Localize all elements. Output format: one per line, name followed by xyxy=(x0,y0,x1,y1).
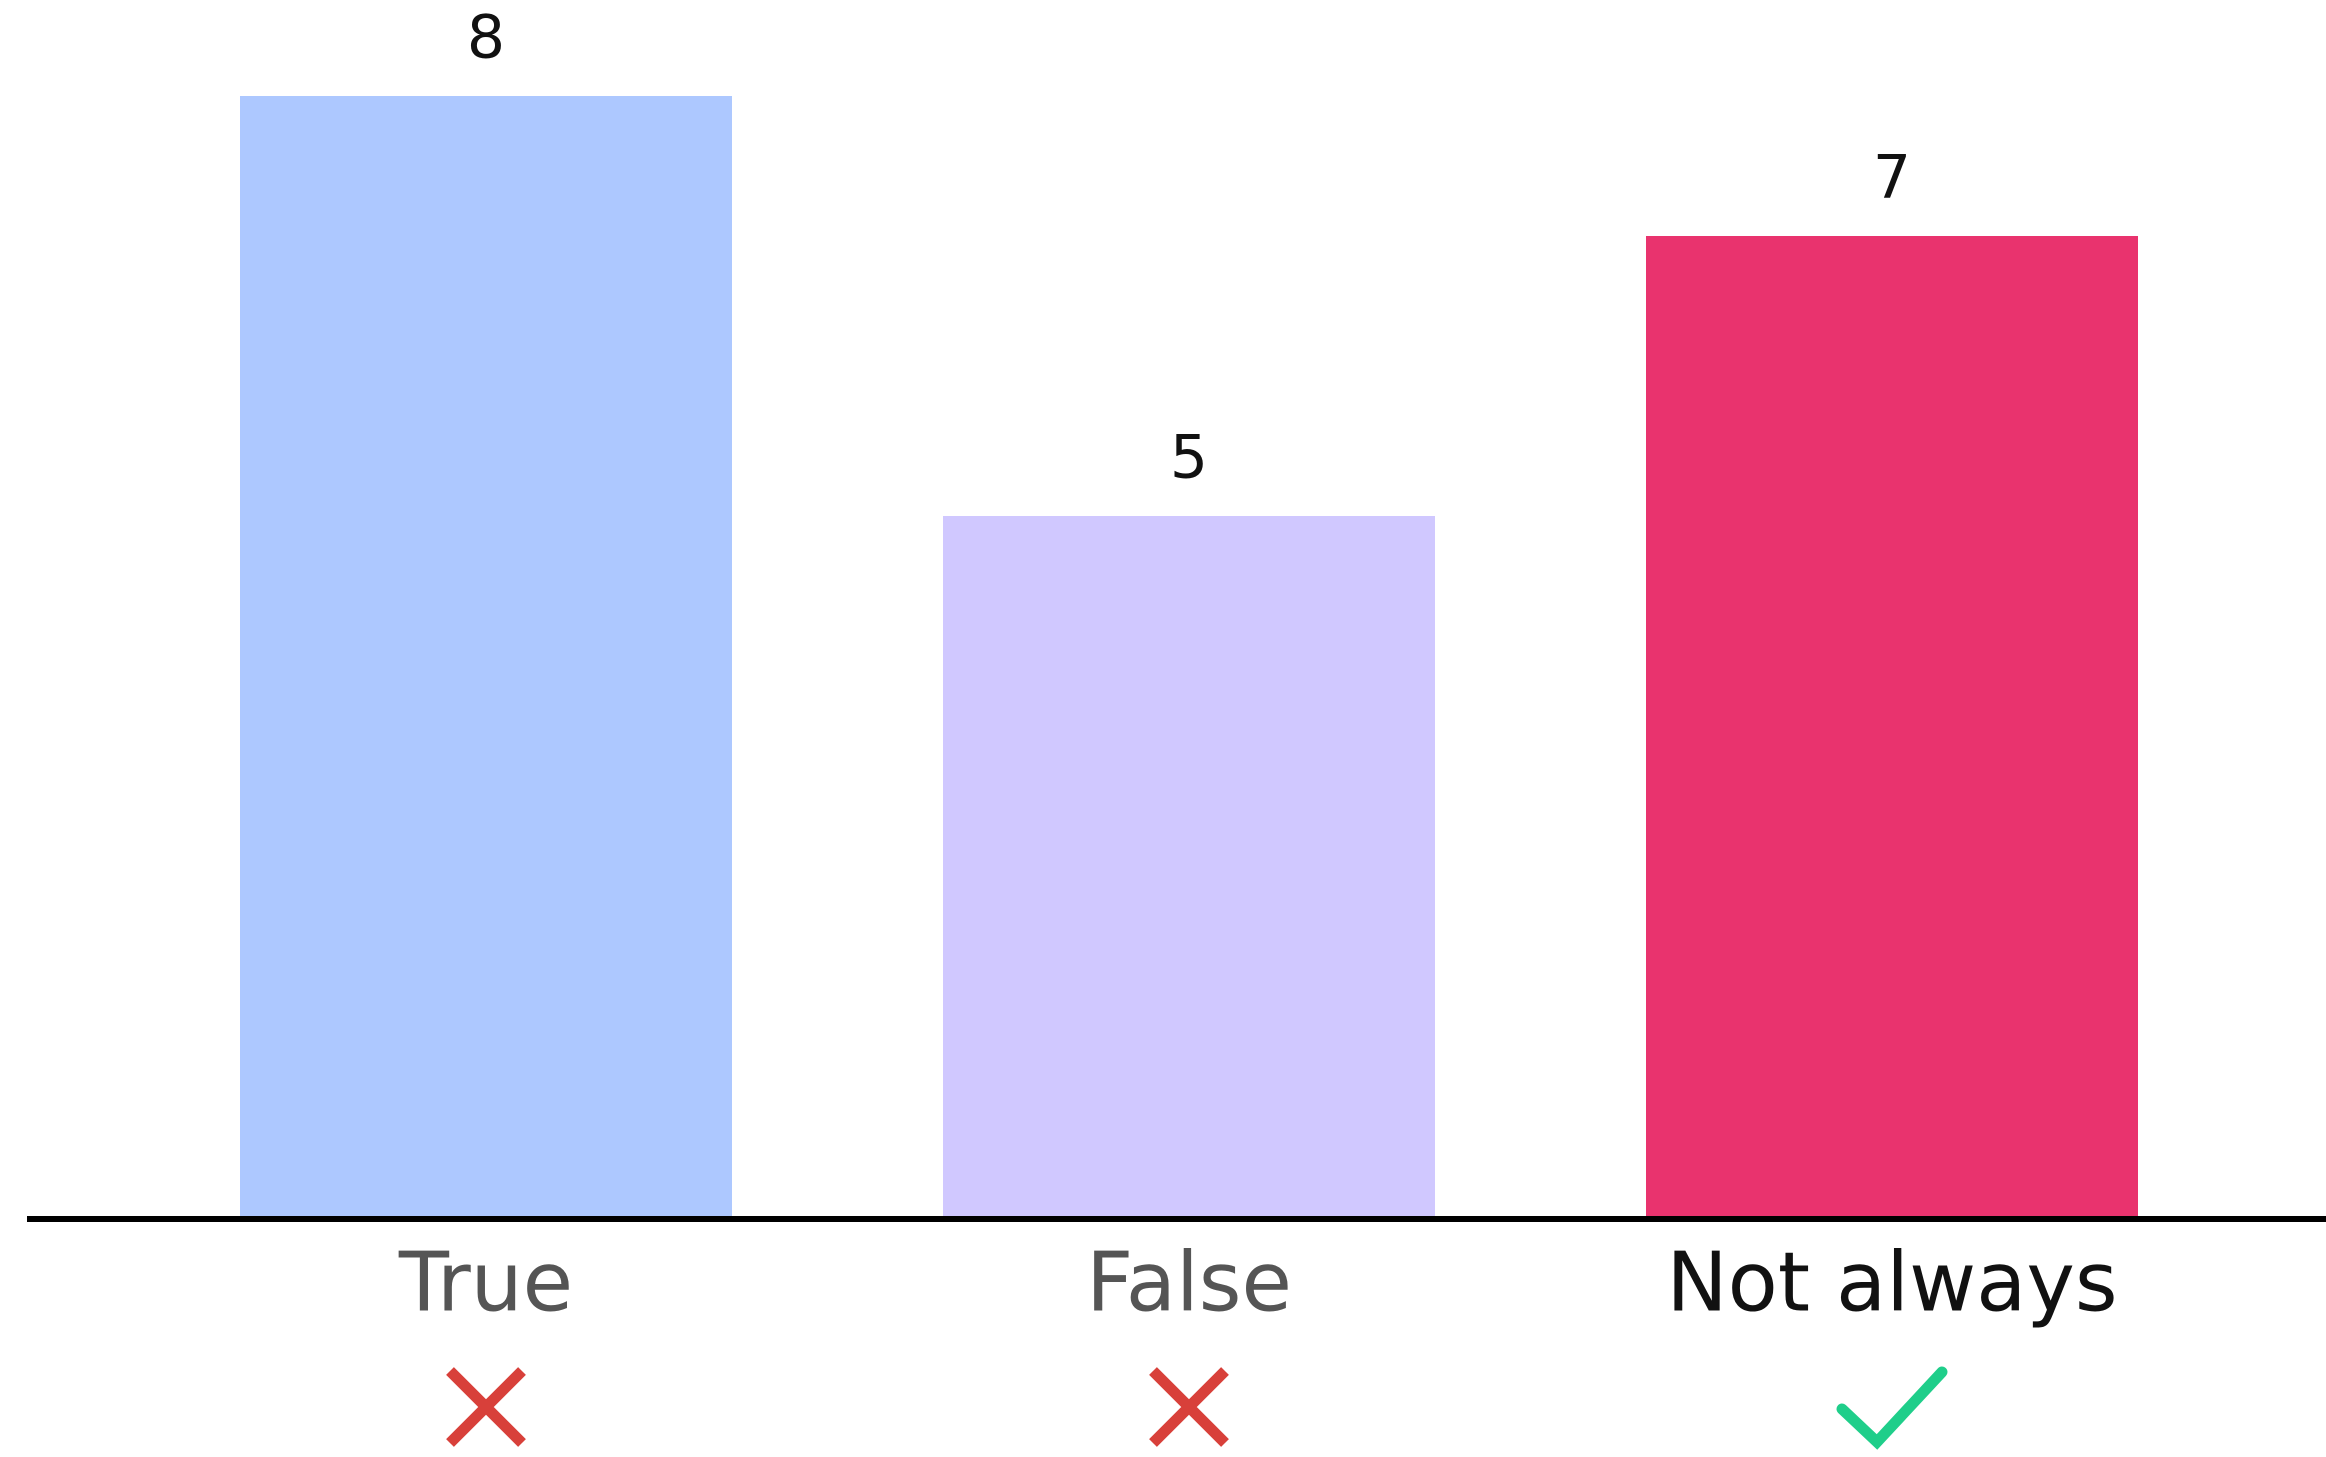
bar xyxy=(1646,236,2138,1216)
category-label: True xyxy=(398,1235,573,1330)
value-label: 8 xyxy=(467,3,505,73)
check-icon xyxy=(1836,1366,1948,1450)
cross-icon xyxy=(446,1367,526,1447)
category-label: Not always xyxy=(1666,1235,2117,1330)
cross-icon xyxy=(1149,1367,1229,1447)
category-label: False xyxy=(1086,1235,1292,1330)
value-label: 7 xyxy=(1873,143,1911,213)
value-label: 5 xyxy=(1170,423,1208,493)
bar xyxy=(240,96,732,1216)
bar xyxy=(943,516,1435,1216)
